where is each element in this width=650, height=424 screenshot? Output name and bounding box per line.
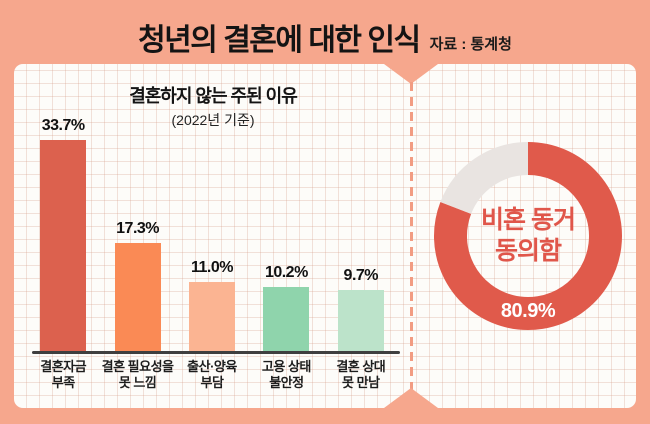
bar-rect — [114, 243, 161, 351]
page-title: 청년의 결혼에 대한 인식 — [138, 24, 421, 57]
donut-slice-1 — [440, 142, 529, 215]
paper-panel: 결혼하지 않는 주된 이유 (2022년 기준) 33.7% 17.3% 11.0%… — [14, 64, 636, 408]
bar-rect — [263, 287, 310, 351]
bar-chart-title: 결혼하지 않는 주된 이유 — [129, 86, 298, 106]
bar-value-label: 11.0% — [191, 259, 233, 276]
bar-value-label: 10.2% — [264, 264, 308, 281]
bar-value-label: 33.7% — [41, 117, 85, 134]
bar-column-0: 33.7% — [26, 64, 100, 351]
bar-category-label: 결혼 상대 못 만남 — [336, 359, 386, 391]
bar-rect — [337, 290, 384, 351]
bar-chart-subtitle: (2022년 기준) — [171, 112, 255, 128]
bar-rect — [40, 140, 87, 351]
bar-value-label: 9.7% — [343, 267, 379, 284]
donut-value-label: 80.9% — [500, 300, 556, 322]
x-axis-line — [32, 351, 400, 354]
bar-chart-plot-area: 33.7% 17.3% 11.0% 10.2% 9.7% — [26, 64, 398, 351]
divider-triangle-bottom — [384, 388, 438, 408]
bar-category-label: 고용 상태 불안정 — [261, 359, 311, 391]
bar-category-label: 결혼자금 부족 — [40, 359, 87, 391]
bar-column-2: 11.0% — [175, 64, 249, 351]
data-source-label: 자료 : 통계청 — [429, 36, 512, 53]
bar-category-label: 출산·양육 부담 — [187, 359, 237, 391]
bar-value-label: 17.3% — [116, 220, 160, 237]
donut-slice-0 — [434, 142, 622, 330]
bar-column-1: 17.3% — [100, 64, 174, 351]
bar-category-label: 결혼 필요성을 못 느낌 — [101, 359, 174, 391]
donut-center-label: 비혼 동거 동의함 — [481, 205, 576, 265]
divider-dashed-line — [410, 82, 413, 390]
header: 청년의 결혼에 대한 인식 자료 : 통계청 — [0, 8, 650, 60]
donut-chart — [434, 142, 622, 330]
bar-column-3: 10.2% — [249, 64, 323, 351]
divider-triangle-top — [384, 64, 438, 84]
bar-column-4: 9.7% — [324, 64, 398, 351]
bar-rect — [188, 282, 235, 351]
bar-chart-category-axis: 결혼자금 부족 결혼 필요성을 못 느낌 출산·양육 부담 고용 상태 불안정 결혼 상… — [26, 359, 398, 399]
